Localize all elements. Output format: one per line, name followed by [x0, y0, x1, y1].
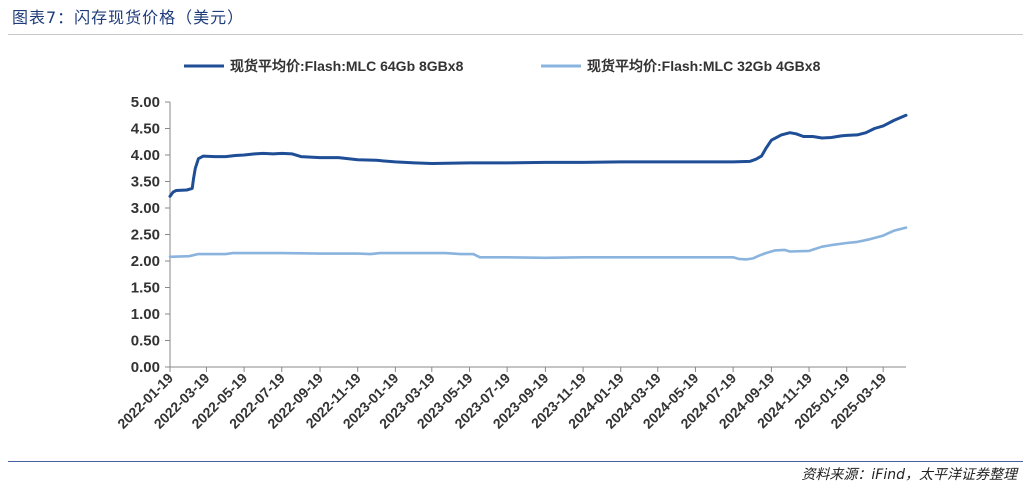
legend-label-series-1: 现货平均价:Flash:MLC 64Gb 8GBx8 — [230, 58, 464, 74]
plot-area — [168, 113, 908, 261]
y-tick-label: 3.50 — [131, 174, 160, 191]
series-line-2 — [168, 226, 908, 261]
y-tick-label: 2.50 — [131, 227, 160, 244]
y-tick-label: 5.00 — [131, 94, 160, 111]
chart-legend: 现货平均价:Flash:MLC 64Gb 8GBx8 现货平均价:Flash:M… — [184, 58, 821, 74]
top-divider — [8, 34, 1023, 35]
x-axis: 2022-01-192022-03-192022-05-192022-07-19… — [114, 366, 906, 432]
y-tick-label: 2.00 — [131, 253, 160, 270]
source-note: 资料来源：iFind，太平洋证券整理 — [801, 467, 1017, 483]
y-tick-label: 1.50 — [131, 280, 160, 297]
y-tick-label: 4.00 — [131, 147, 160, 164]
bottom-divider — [8, 461, 1023, 462]
series-line-1 — [168, 113, 908, 198]
y-tick-label: 0.00 — [131, 359, 160, 376]
y-axis: 0.00 0.50 1.00 1.50 2.00 2.50 3.00 3.50 4.00 4.50… — [131, 94, 171, 376]
y-tick-label: 0.50 — [131, 333, 160, 350]
line-chart: 现货平均价:Flash:MLC 64Gb 8GBx8 现货平均价:Flash:M… — [114, 58, 908, 432]
legend-label-series-2: 现货平均价:Flash:MLC 32Gb 4GBx8 — [587, 58, 821, 74]
y-tick-label: 1.00 — [131, 306, 160, 323]
figure-title: 图表7：闪存现货价格（美元） — [12, 8, 245, 27]
y-tick-label: 4.50 — [131, 121, 160, 138]
y-tick-label: 3.00 — [131, 200, 160, 217]
